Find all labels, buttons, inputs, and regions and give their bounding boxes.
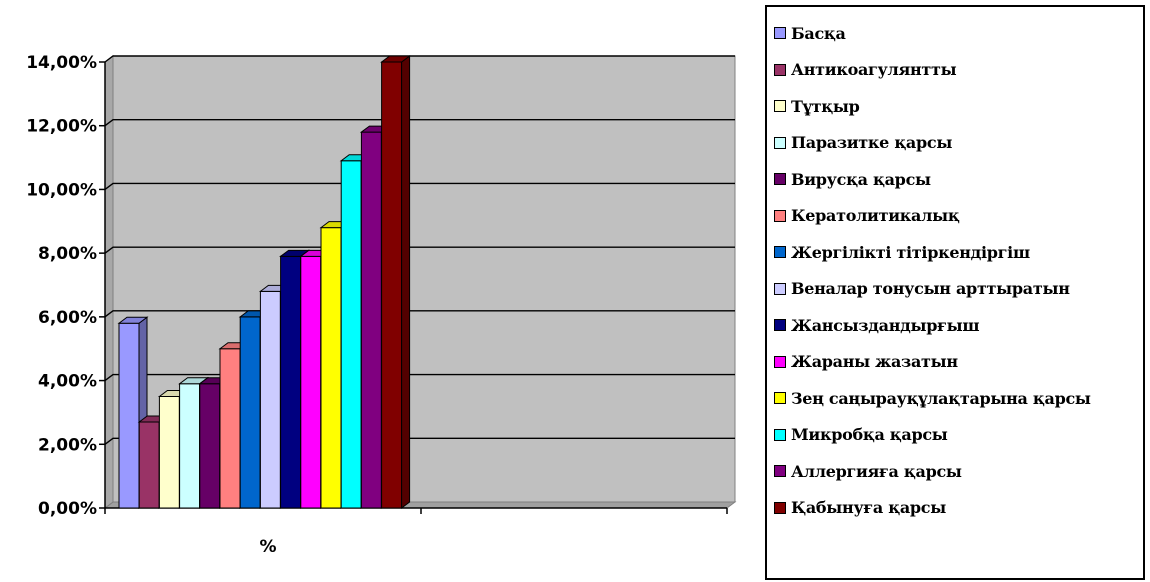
bar-top xyxy=(380,55,412,63)
bar-front xyxy=(219,348,241,509)
legend-item: Жансыздандырғыш xyxy=(767,307,1143,344)
legend-item: Жараны жазатын xyxy=(767,344,1143,381)
legend-item: Вирусқа қарсы xyxy=(767,161,1143,198)
x-category-label: % xyxy=(259,537,276,557)
bar-front xyxy=(320,227,342,509)
legend-swatch xyxy=(774,100,786,113)
legend-label: Жергілікті тітіркендіргіш xyxy=(791,242,1030,262)
y-tick-label: 2,00% xyxy=(38,435,97,455)
gridline xyxy=(104,310,735,318)
legend-swatch xyxy=(774,282,786,295)
bar-side xyxy=(401,55,411,509)
bar-front xyxy=(138,421,160,509)
legend-swatch xyxy=(774,428,786,441)
legend-swatch xyxy=(774,136,786,149)
legend-swatch xyxy=(774,246,786,259)
bar-front xyxy=(158,396,180,509)
side-wall xyxy=(104,55,114,509)
legend-label: Қабынуға қарсы xyxy=(791,498,946,518)
legend-label: Тұтқыр xyxy=(791,96,860,116)
legend-swatch xyxy=(774,173,786,186)
bar-front xyxy=(239,316,261,509)
bar xyxy=(380,55,412,509)
legend-item: Тұтқыр xyxy=(767,88,1143,125)
y-tick-label: 10,00% xyxy=(26,180,97,200)
legend-label: Вирусқа қарсы xyxy=(791,169,931,189)
gridline xyxy=(104,373,735,382)
legend-swatch xyxy=(774,465,786,478)
legend-item: Микробқа қарсы xyxy=(767,417,1143,454)
gridlines xyxy=(104,55,735,445)
bar-top xyxy=(117,316,149,324)
legend-label: Басқа xyxy=(791,23,846,43)
y-tick-label: 12,00% xyxy=(26,117,97,137)
legend-swatch xyxy=(774,501,786,514)
legend-label: Веналар тонусын арттыратын xyxy=(791,279,1070,299)
legend-swatch xyxy=(774,63,786,76)
legend-label: Зең саңырауқұлақтарына қарсы xyxy=(791,388,1091,408)
legend-swatch xyxy=(774,27,786,40)
bar-front xyxy=(199,383,221,509)
legend-item: Паразитке қарсы xyxy=(767,125,1143,162)
gridline xyxy=(104,119,735,127)
bar-front xyxy=(360,131,382,509)
bar-front xyxy=(340,160,362,509)
legend-item: Қабынуға қарсы xyxy=(767,490,1143,527)
gridline xyxy=(104,182,735,190)
y-axis-tick-labels: 0,00% 2,00% 4,00% 6,00% 8,00% 10,00% 12,00% 14,… xyxy=(26,53,97,519)
bar-front xyxy=(381,61,403,509)
legend-swatch xyxy=(774,392,786,405)
gridline xyxy=(104,246,735,254)
legend-swatch xyxy=(774,319,786,332)
bar-front xyxy=(280,255,302,509)
legend-label: Микробқа қарсы xyxy=(791,425,948,445)
y-tick-label: 4,00% xyxy=(38,372,97,392)
legend-swatch xyxy=(774,355,786,368)
legend-label: Паразитке қарсы xyxy=(791,133,953,153)
legend-item: Жергілікті тітіркендіргіш xyxy=(767,234,1143,271)
bars xyxy=(117,55,412,509)
bar-front xyxy=(259,290,281,509)
bar-front xyxy=(179,383,201,509)
legend-swatch xyxy=(774,209,786,222)
legend-item: Зең саңырауқұлақтарына қарсы xyxy=(767,380,1143,417)
legend-item: Кератолитикалық xyxy=(767,198,1143,235)
y-tick-label: 0,00% xyxy=(38,499,97,519)
legend-item: Антикоагулянтты xyxy=(767,52,1143,89)
legend-label: Антикоагулянтты xyxy=(791,60,957,80)
legend-item: Басқа xyxy=(767,15,1143,52)
legend-label: Аллергияға қарсы xyxy=(791,461,962,481)
gridline xyxy=(104,437,735,445)
x-axis-category-labels: % xyxy=(259,537,276,557)
gridline xyxy=(104,55,735,63)
legend-item: Веналар тонусын арттыратын xyxy=(767,271,1143,308)
legend: Басқа Антикоагулянтты Тұтқыр Паразитке қарс… xyxy=(765,5,1145,580)
y-tick-label: 14,00% xyxy=(26,53,97,73)
legend-label: Жансыздандырғыш xyxy=(791,315,980,335)
y-tick-label: 8,00% xyxy=(38,244,97,264)
bar-chart: 0,00% 2,00% 4,00% 6,00% 8,00% 10,00% 12,00% 14,… xyxy=(26,53,737,557)
bar-front xyxy=(300,255,322,509)
bar-front xyxy=(118,322,140,509)
y-tick-label: 6,00% xyxy=(38,308,97,328)
legend-label: Кератолитикалық xyxy=(791,206,960,226)
legend-label: Жараны жазатын xyxy=(791,352,958,372)
legend-item: Аллергияға қарсы xyxy=(767,453,1143,490)
